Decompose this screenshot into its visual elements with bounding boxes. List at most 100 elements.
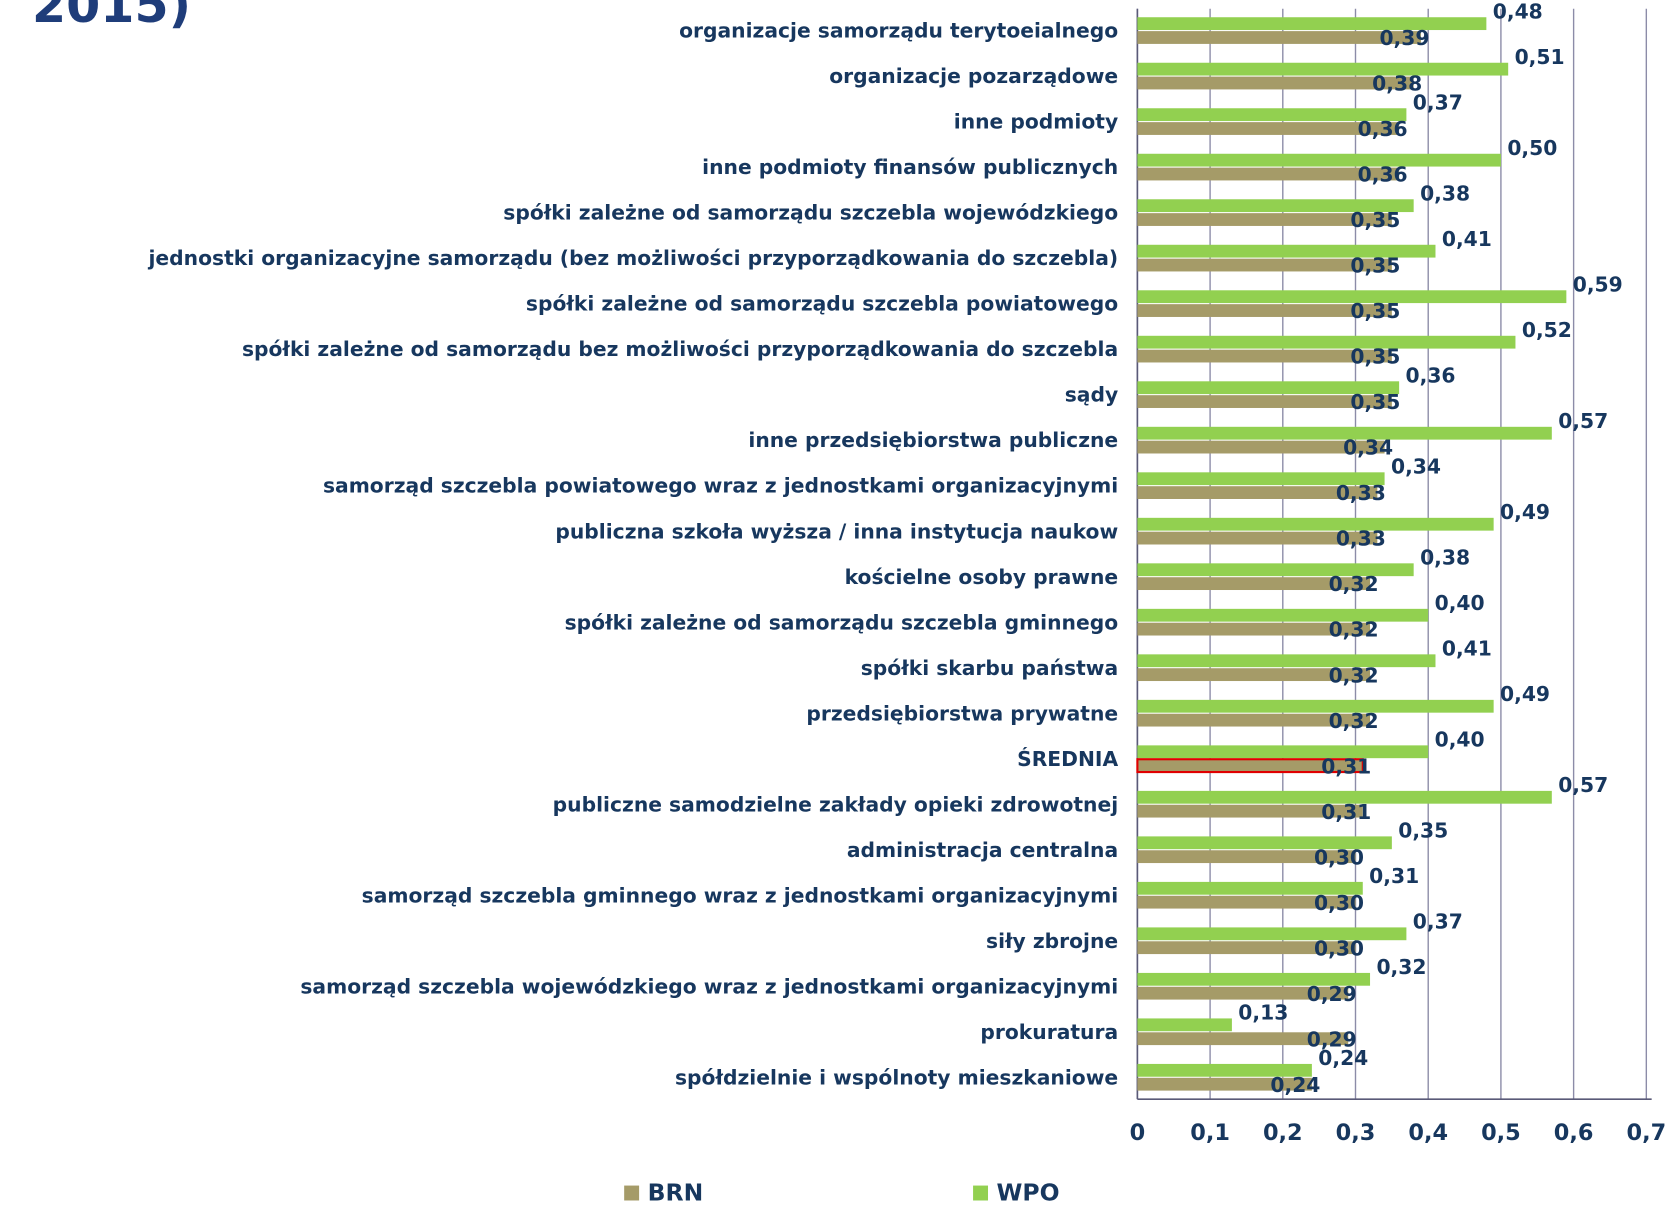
category-label: kościelne osoby prawne bbox=[845, 565, 1119, 589]
bar bbox=[1137, 1063, 1312, 1077]
data-label: 0,50 bbox=[1507, 136, 1557, 160]
x-tick-label: 0,6 bbox=[1554, 1120, 1594, 1146]
data-label: 0,36 bbox=[1406, 364, 1456, 388]
bar bbox=[1137, 941, 1356, 955]
bar bbox=[1137, 290, 1567, 304]
bar bbox=[1137, 62, 1509, 76]
data-label: 0,30 bbox=[1314, 891, 1364, 915]
data-label: 0,36 bbox=[1358, 117, 1408, 141]
bar bbox=[1137, 335, 1516, 349]
bar bbox=[1137, 622, 1371, 636]
data-label: 0,39 bbox=[1379, 26, 1429, 50]
legend-swatch bbox=[973, 1185, 989, 1201]
data-label: 0,29 bbox=[1307, 982, 1357, 1006]
bar bbox=[1137, 972, 1371, 986]
bar bbox=[1137, 804, 1363, 818]
data-label: 0,38 bbox=[1420, 546, 1470, 570]
x-tick-label: 0,7 bbox=[1626, 1120, 1666, 1146]
bar bbox=[1137, 927, 1407, 941]
bar bbox=[1137, 699, 1494, 713]
data-label: 0,35 bbox=[1350, 208, 1400, 232]
bar bbox=[1137, 745, 1429, 759]
category-label: przedsiębiorstwa prywatne bbox=[806, 701, 1118, 725]
data-label: 0,35 bbox=[1350, 254, 1400, 278]
bar bbox=[1137, 17, 1487, 31]
x-tick-label: 0 bbox=[1130, 1120, 1146, 1146]
category-label: ŚREDNIA bbox=[1017, 747, 1118, 771]
bar bbox=[1137, 244, 1436, 258]
chart-title: 2015) bbox=[32, 0, 191, 34]
category-label: publiczne samodzielne zakłady opieki zdr… bbox=[553, 792, 1119, 816]
data-label: 0,41 bbox=[1442, 227, 1492, 251]
category-label: publiczna szkoła wyższa / inna instytucj… bbox=[555, 519, 1118, 543]
category-label: inne podmioty bbox=[954, 110, 1118, 134]
x-tick-label: 0,5 bbox=[1481, 1120, 1521, 1146]
category-label: jednostki organizacyjne samorządu (bez m… bbox=[147, 246, 1118, 270]
bar bbox=[1137, 381, 1400, 395]
bar bbox=[1137, 472, 1385, 486]
data-label: 0,36 bbox=[1358, 163, 1408, 187]
x-tick-label: 0,4 bbox=[1408, 1120, 1448, 1146]
category-label: samorząd szczebla powiatowego wraz z jed… bbox=[323, 474, 1118, 498]
data-label: 0,57 bbox=[1558, 773, 1608, 797]
bar bbox=[1137, 395, 1392, 408]
category-label: administracja centralna bbox=[847, 838, 1118, 862]
data-label: 0,59 bbox=[1573, 273, 1623, 297]
x-tick-label: 0,1 bbox=[1190, 1120, 1230, 1146]
x-tick-label: 0,3 bbox=[1336, 1120, 1376, 1146]
data-label: 0,31 bbox=[1321, 800, 1371, 824]
bar bbox=[1137, 531, 1378, 545]
category-label: prokuratura bbox=[980, 1020, 1118, 1044]
data-label: 0,49 bbox=[1500, 682, 1550, 706]
data-label: 0,32 bbox=[1329, 572, 1379, 596]
data-label: 0,40 bbox=[1435, 591, 1485, 615]
category-label: inne podmioty finansów publicznych bbox=[702, 155, 1118, 179]
data-label: 0,24 bbox=[1318, 1046, 1368, 1070]
bar bbox=[1137, 31, 1421, 44]
legend-swatch bbox=[624, 1185, 640, 1201]
category-label: spółki skarbu państwa bbox=[861, 656, 1118, 680]
data-label: 0,31 bbox=[1369, 864, 1419, 888]
data-label: 0,35 bbox=[1350, 299, 1400, 323]
bar bbox=[1137, 577, 1371, 591]
category-label: sądy bbox=[1065, 383, 1118, 407]
category-label: spółki zależne od samorządu szczebla gmi… bbox=[565, 610, 1119, 634]
data-label: 0,51 bbox=[1515, 45, 1565, 69]
bar bbox=[1137, 563, 1414, 577]
data-label: 0,32 bbox=[1329, 709, 1379, 733]
bar bbox=[1137, 881, 1363, 895]
data-label: 0,35 bbox=[1350, 345, 1400, 369]
bar bbox=[1137, 122, 1400, 135]
bar bbox=[1137, 1077, 1312, 1091]
data-label: 0,35 bbox=[1398, 819, 1448, 843]
data-label: 0,38 bbox=[1372, 72, 1422, 96]
bar bbox=[1137, 895, 1356, 909]
category-label: samorząd szczebla wojewódzkiego wraz z j… bbox=[300, 974, 1118, 998]
data-label: 0,49 bbox=[1500, 500, 1550, 524]
data-label: 0,35 bbox=[1350, 390, 1400, 414]
bar bbox=[1137, 608, 1429, 622]
data-label: 0,37 bbox=[1413, 910, 1463, 934]
bar bbox=[1137, 1018, 1232, 1032]
bar bbox=[1137, 213, 1392, 226]
data-label: 0,30 bbox=[1314, 845, 1364, 869]
category-label: organizacje pozarządowe bbox=[829, 64, 1118, 88]
bar bbox=[1137, 440, 1385, 454]
bar bbox=[1137, 167, 1400, 181]
bar bbox=[1137, 1032, 1349, 1046]
data-label: 0,31 bbox=[1321, 754, 1371, 778]
bar bbox=[1137, 713, 1371, 727]
x-tick-label: 0,2 bbox=[1263, 1120, 1303, 1146]
bar bbox=[1137, 304, 1392, 317]
bar bbox=[1137, 76, 1414, 90]
bar bbox=[1137, 836, 1392, 850]
data-label: 0,32 bbox=[1329, 663, 1379, 687]
bar bbox=[1137, 426, 1552, 440]
bar bbox=[1137, 654, 1436, 668]
category-label: spółki zależne od samorządu szczebla woj… bbox=[503, 201, 1118, 225]
data-label: 0,34 bbox=[1391, 455, 1441, 479]
data-label: 0,32 bbox=[1329, 618, 1379, 642]
bar bbox=[1137, 349, 1392, 363]
